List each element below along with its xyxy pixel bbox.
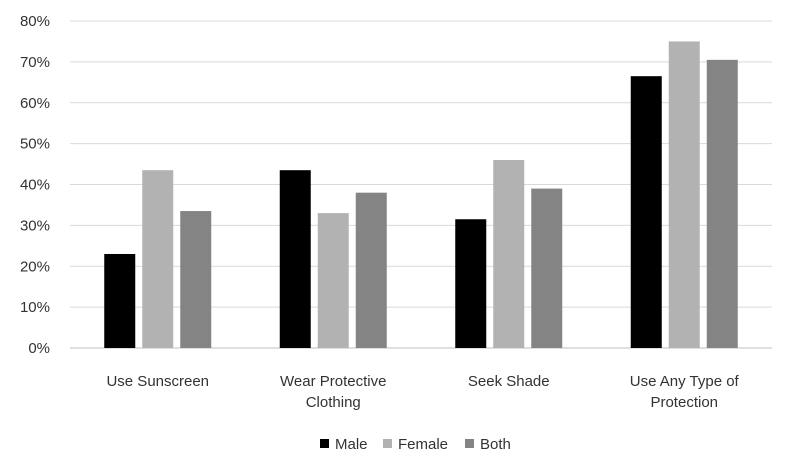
- bar-male-1: [279, 170, 311, 348]
- category-label: Clothing: [306, 394, 361, 411]
- bar-both-1: [355, 192, 387, 348]
- bar-both-2: [531, 188, 563, 348]
- category-labels: Use Sunscreen Wear Protective Clothing Seek…: [106, 373, 739, 411]
- category-label: Protection: [650, 394, 718, 411]
- y-tick-label: 0%: [28, 340, 50, 357]
- legend-swatch-female: [383, 439, 392, 448]
- y-axis-tick-labels: 0% 10% 20% 30% 40% 50% 60% 70% 80%: [20, 13, 50, 357]
- bars: [104, 41, 738, 349]
- y-tick-label: 10%: [20, 299, 50, 316]
- legend-label-both: Both: [480, 436, 511, 453]
- bar-male-0: [104, 253, 136, 348]
- legend-swatch-male: [320, 439, 329, 448]
- category-label: Use Any Type of: [630, 373, 740, 390]
- bar-male-2: [455, 219, 487, 348]
- y-tick-label: 60%: [20, 95, 50, 112]
- bar-female-3: [668, 41, 700, 348]
- y-tick-label: 40%: [20, 177, 50, 194]
- category-label: Wear Protective: [280, 373, 386, 390]
- legend: Male Female Both: [320, 436, 511, 453]
- legend-label-male: Male: [335, 436, 368, 453]
- y-tick-label: 20%: [20, 258, 50, 275]
- category-label: Seek Shade: [468, 373, 550, 390]
- bar-male-3: [630, 76, 662, 349]
- legend-label-female: Female: [398, 436, 448, 453]
- legend-swatch-both: [465, 439, 474, 448]
- bar-both-3: [706, 59, 738, 349]
- category-label: Use Sunscreen: [106, 373, 209, 390]
- bar-both-0: [180, 211, 212, 348]
- y-tick-label: 70%: [20, 54, 50, 71]
- y-tick-label: 50%: [20, 136, 50, 153]
- gridlines: [70, 20, 772, 349]
- bar-female-2: [493, 159, 525, 348]
- y-tick-label: 30%: [20, 217, 50, 234]
- y-tick-label: 80%: [20, 13, 50, 30]
- bar-female-0: [142, 170, 174, 348]
- bar-female-1: [317, 213, 349, 348]
